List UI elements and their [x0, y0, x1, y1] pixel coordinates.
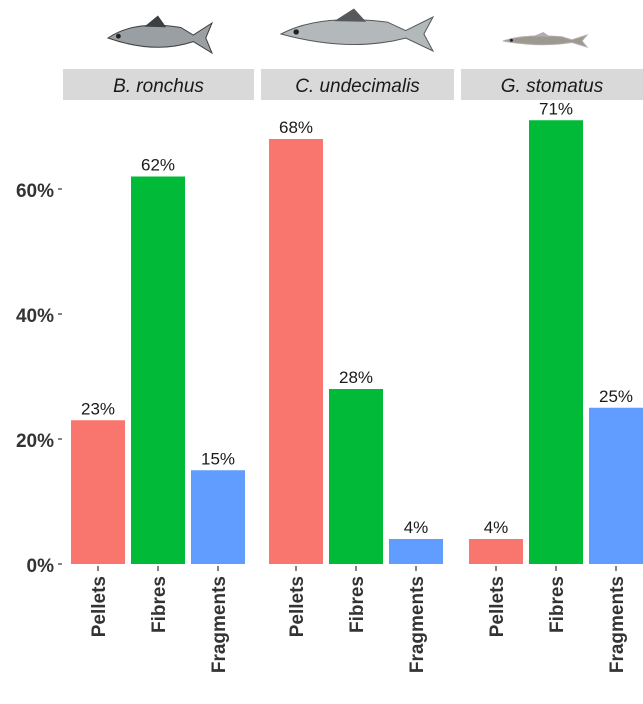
y-axis: 0% 20% 40% 60%	[16, 181, 62, 577]
facet-strips: B. ronchus C. undecimalis G. stomatus	[63, 69, 643, 100]
bar-c-undecimalis-fibres	[329, 389, 383, 564]
data-label: 25%	[599, 387, 633, 406]
fish-fin	[144, 15, 167, 28]
fish-eye	[116, 33, 121, 39]
y-tick-label: 20%	[16, 431, 54, 452]
x-tick-label-fragments: Fragments	[407, 576, 428, 673]
bar-g-stomatus-pellets	[469, 539, 523, 564]
data-label: 71%	[539, 99, 573, 118]
data-label: 15%	[201, 449, 235, 468]
facet-strip	[63, 69, 254, 100]
facet-strip	[461, 69, 643, 100]
fish-body	[502, 34, 589, 48]
data-label: 23%	[81, 399, 115, 418]
data-label: 28%	[339, 368, 373, 387]
y-tick-label: 60%	[16, 181, 54, 202]
bar-b-ronchus-fragments	[191, 470, 245, 564]
x-tick-label-fibres: Fibres	[347, 576, 368, 633]
bar-c-undecimalis-fragments	[389, 539, 443, 564]
bars: 23% 62% 15% 68% 28% 4% 4% 71% 25%	[71, 99, 643, 564]
bar-c-undecimalis-pellets	[269, 139, 323, 564]
x-tick-label-fragments: Fragments	[209, 576, 230, 673]
bar-b-ronchus-pellets	[71, 420, 125, 564]
fish-fin	[334, 8, 367, 22]
bar-g-stomatus-fragments	[589, 407, 643, 564]
x-tick-label-pellets: Pellets	[287, 576, 308, 637]
x-tick-label-pellets: Pellets	[487, 576, 508, 637]
facet-strip	[261, 69, 454, 100]
fish-body	[279, 15, 435, 53]
x-tick-label-fibres: Fibres	[547, 576, 568, 633]
x-tick-label-pellets: Pellets	[89, 576, 110, 637]
y-tick-label: 0%	[27, 556, 55, 577]
fish-icon	[502, 32, 589, 48]
fish-fin	[532, 32, 551, 37]
bar-g-stomatus-fibres	[529, 120, 583, 564]
fish-icon	[279, 8, 435, 53]
x-tick-label-fibres: Fibres	[149, 576, 170, 633]
bar-b-ronchus-fibres	[131, 176, 185, 564]
x-axis-labels: Pellets Fibres Fragments Pellets Fibres Fragm…	[89, 566, 628, 673]
facet-title-g-stomatus: G. stomatus	[501, 76, 604, 97]
facet-icons	[106, 8, 589, 55]
data-label: 68%	[279, 118, 313, 137]
facet-title-c-undecimalis: C. undecimalis	[295, 76, 420, 97]
fish-eye	[293, 29, 299, 35]
x-tick-label-fragments: Fragments	[607, 576, 628, 673]
data-label: 4%	[404, 518, 429, 537]
fish-eye	[509, 38, 513, 42]
fish-icon	[106, 15, 214, 55]
data-label: 62%	[141, 156, 175, 175]
facet-title-b-ronchus: B. ronchus	[113, 76, 204, 97]
data-label: 4%	[484, 518, 509, 537]
y-tick-label: 40%	[16, 306, 54, 327]
fish-body	[106, 21, 214, 55]
